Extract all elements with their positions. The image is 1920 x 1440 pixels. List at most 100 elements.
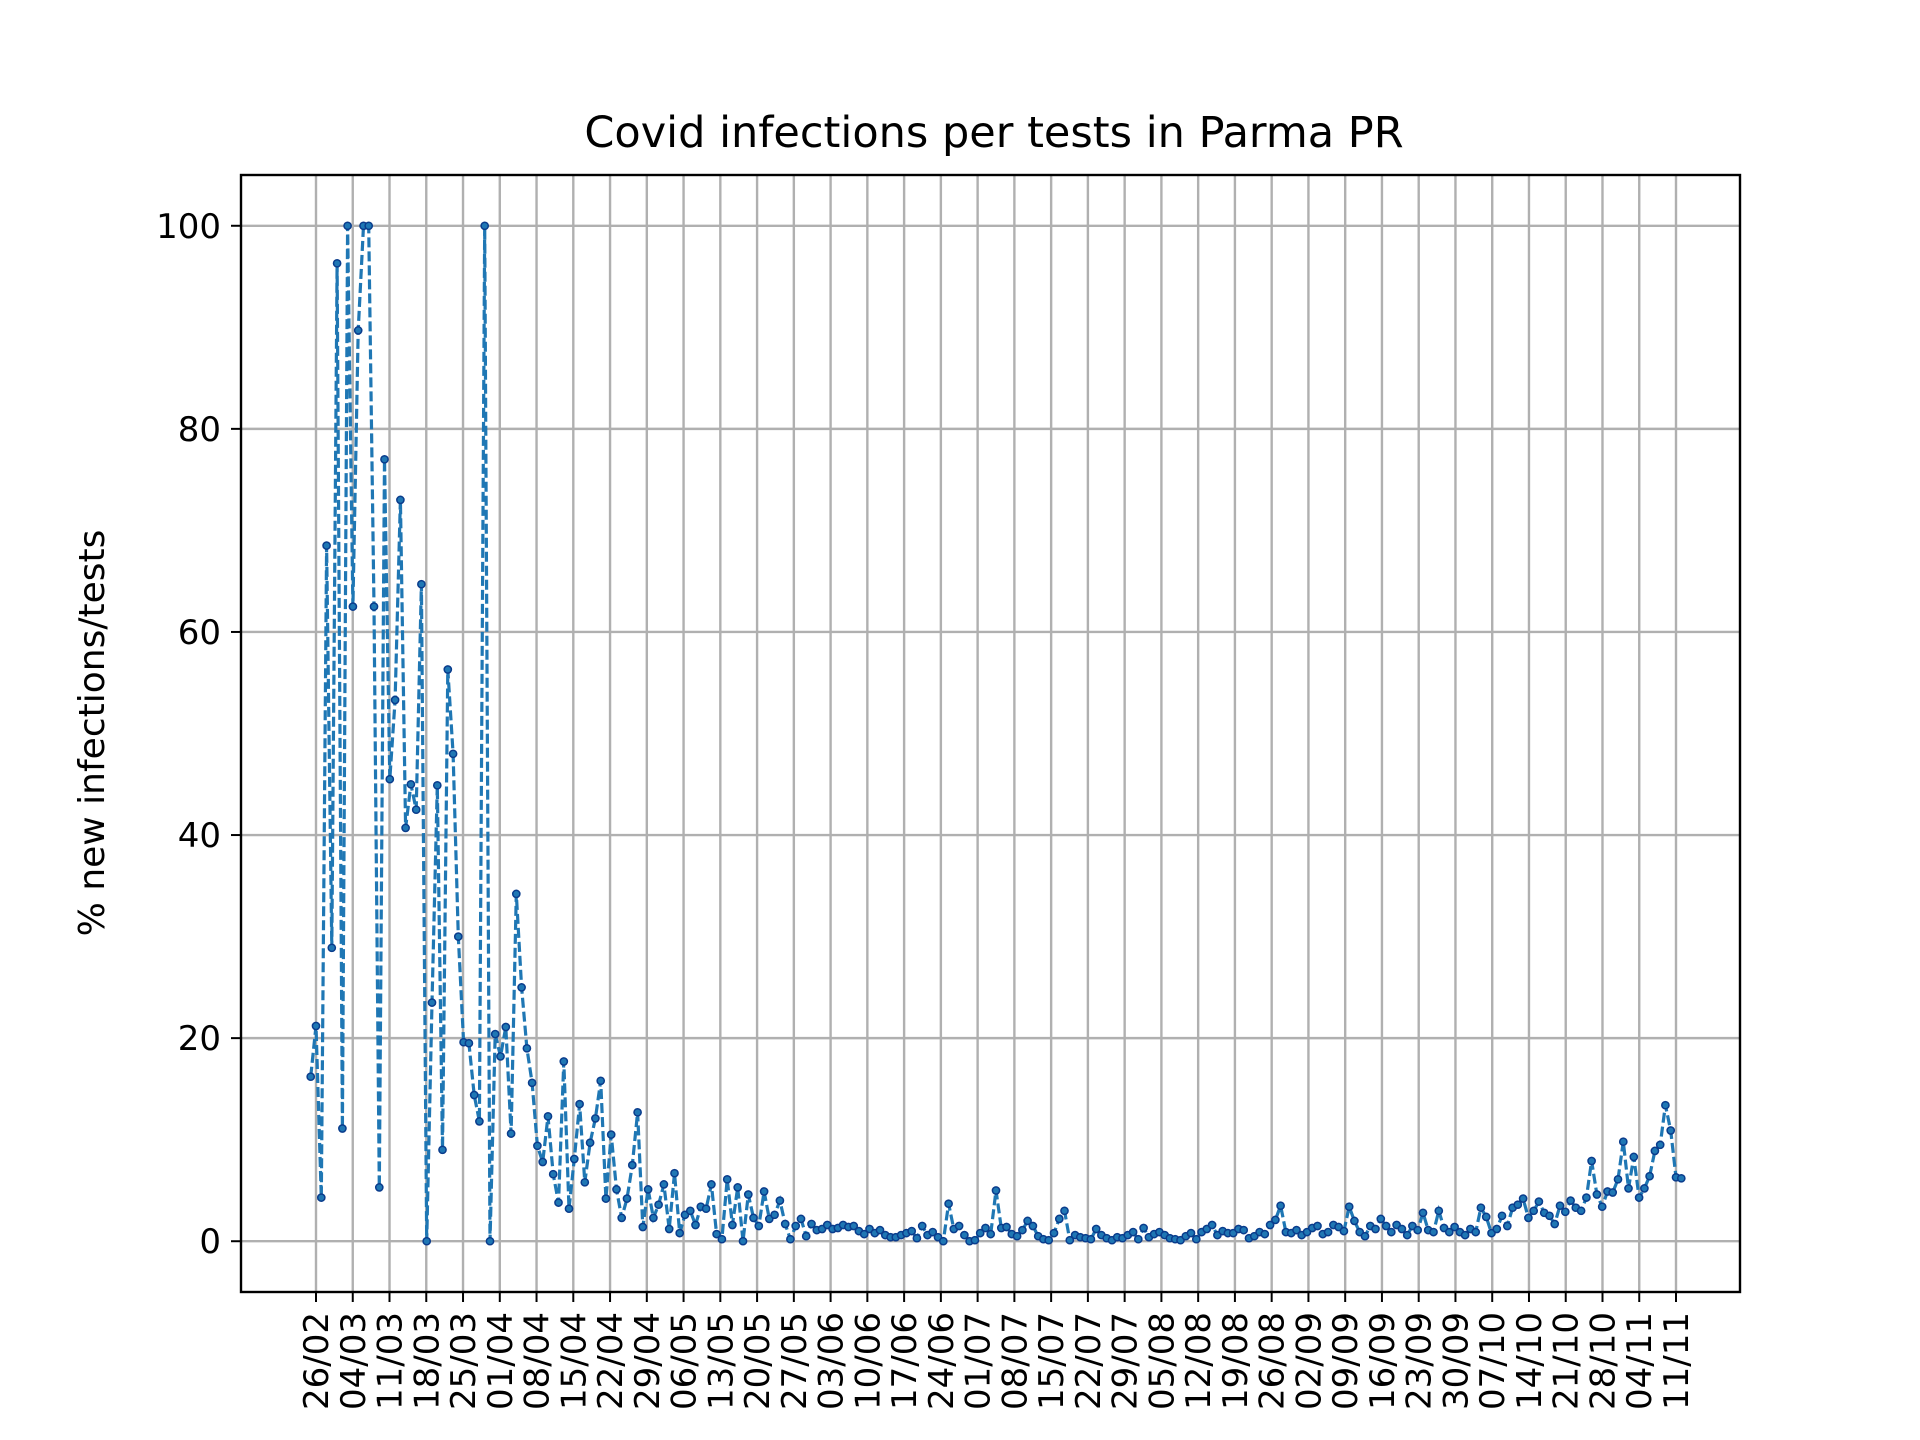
data-point [580, 1177, 590, 1187]
data-point [1529, 1206, 1539, 1216]
data-point [691, 1220, 700, 1230]
data-point [1271, 1215, 1280, 1225]
data-point [385, 774, 395, 784]
data-point [1524, 1213, 1533, 1223]
data-point [311, 1021, 321, 1031]
data-point [1492, 1224, 1502, 1234]
data-point [427, 998, 437, 1007]
data-point [1450, 1222, 1459, 1232]
data-point [1640, 1184, 1649, 1193]
y-tick-label: 80 [178, 410, 221, 450]
data-point [1429, 1227, 1438, 1237]
data-point [659, 1180, 669, 1189]
data-point [749, 1213, 758, 1223]
data-point [1191, 1234, 1201, 1244]
series-layer [306, 221, 1686, 1246]
data-point [1139, 1223, 1148, 1233]
x-tick-label: 16/09 [1363, 1312, 1403, 1410]
data-point [475, 1117, 484, 1126]
x-tick-label: 30/09 [1436, 1312, 1476, 1410]
data-point [1444, 1227, 1454, 1237]
x-tick-label: 25/03 [444, 1312, 484, 1410]
data-point [1460, 1230, 1470, 1240]
data-point [612, 1185, 621, 1194]
x-tick-label: 04/11 [1620, 1312, 1660, 1410]
data-point [859, 1229, 869, 1239]
y-tick-label: 0 [199, 1222, 221, 1262]
data-point [327, 943, 337, 953]
data-point [707, 1180, 716, 1189]
data-point [1012, 1231, 1022, 1241]
data-point [1292, 1225, 1301, 1235]
data-point [1471, 1227, 1481, 1237]
data-point [743, 1190, 753, 1199]
data-point [701, 1204, 711, 1214]
data-point [1634, 1193, 1644, 1202]
data-point [796, 1214, 806, 1224]
data-point [1629, 1152, 1639, 1162]
data-point [791, 1221, 801, 1231]
data-point [775, 1196, 785, 1205]
x-tick-label: 03/06 [812, 1312, 852, 1410]
data-point [780, 1219, 790, 1229]
data-point [981, 1223, 990, 1233]
data-point [670, 1168, 679, 1178]
data-point [1676, 1173, 1686, 1183]
data-point [1060, 1206, 1069, 1216]
data-point [1371, 1224, 1380, 1234]
x-tick-label: 21/10 [1547, 1312, 1587, 1410]
data-point [353, 326, 363, 335]
data-point [738, 1236, 748, 1246]
data-point [306, 1072, 316, 1082]
data-point [596, 1076, 606, 1086]
data-point [1207, 1220, 1217, 1230]
data-point [617, 1213, 627, 1223]
x-tick-label: 15/07 [1032, 1312, 1072, 1410]
data-point [944, 1199, 953, 1209]
data-point [1413, 1225, 1423, 1235]
data-point [1260, 1229, 1270, 1239]
data-point [627, 1160, 637, 1170]
data-point [517, 983, 526, 992]
data-point [1402, 1230, 1412, 1240]
data-point [1597, 1202, 1607, 1212]
x-tick-label: 11/03 [371, 1312, 411, 1410]
data-point [1476, 1203, 1486, 1213]
data-point [712, 1229, 721, 1239]
x-tick-label: 08/04 [518, 1312, 558, 1410]
data-point [1186, 1228, 1196, 1238]
data-point [564, 1204, 574, 1214]
data-point [506, 1129, 516, 1138]
data-point [1650, 1146, 1660, 1156]
data-point [654, 1200, 663, 1210]
data-point [496, 1052, 505, 1061]
data-point [469, 1090, 479, 1100]
x-tick-label: 22/07 [1069, 1312, 1109, 1410]
data-point [1049, 1228, 1059, 1238]
data-point [601, 1194, 611, 1203]
data-point [875, 1225, 885, 1235]
data-point [754, 1221, 764, 1231]
data-point [485, 1236, 495, 1246]
data-point [591, 1114, 600, 1123]
data-point [1513, 1200, 1523, 1210]
data-point [970, 1235, 980, 1245]
data-point [786, 1234, 795, 1244]
x-tick-label: 08/07 [995, 1312, 1035, 1410]
data-point [527, 1078, 537, 1088]
data-point [374, 1183, 384, 1192]
data-point [1313, 1221, 1322, 1231]
y-tick-label: 40 [178, 816, 221, 856]
data-point [1418, 1208, 1428, 1218]
data-point [849, 1221, 859, 1231]
data-point [1276, 1201, 1285, 1211]
data-point [664, 1224, 674, 1234]
data-point [417, 579, 426, 589]
x-tick-label: 22/04 [591, 1312, 631, 1410]
data-point [322, 541, 331, 550]
data-point [575, 1099, 584, 1109]
data-point [1545, 1211, 1554, 1221]
data-point [1555, 1201, 1565, 1211]
data-point [770, 1210, 779, 1220]
x-tick-label: 01/07 [959, 1312, 999, 1410]
